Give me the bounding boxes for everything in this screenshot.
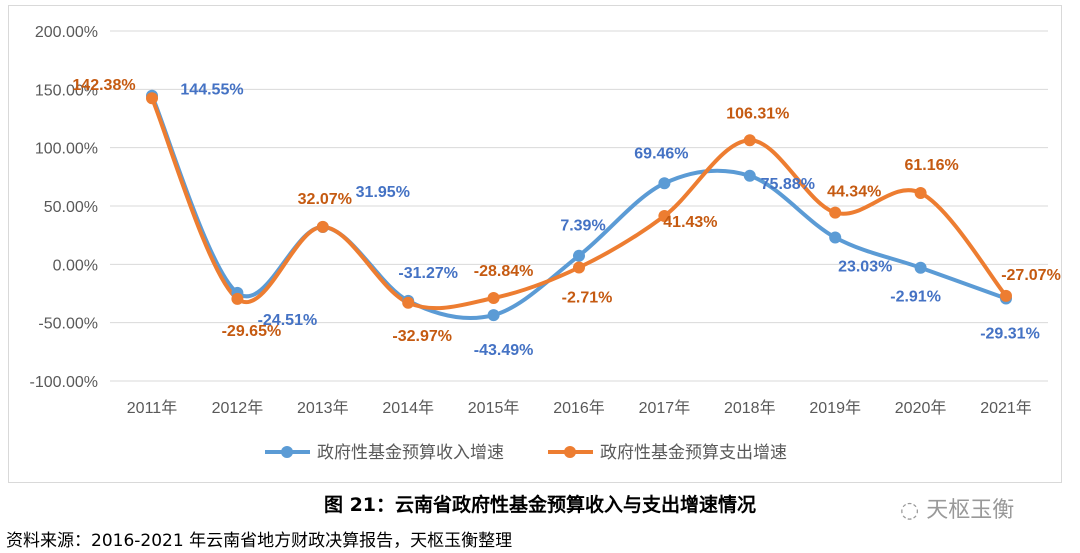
data-label: -29.65% xyxy=(222,323,282,340)
data-label: 44.34% xyxy=(827,184,881,201)
data-point xyxy=(573,261,585,274)
y-tick-label: 150.00% xyxy=(35,82,98,99)
chart-frame xyxy=(8,5,1062,483)
x-tick-label: 2012年 xyxy=(212,399,264,417)
data-label: 61.16% xyxy=(904,157,958,174)
data-point xyxy=(487,291,500,304)
data-point xyxy=(1000,289,1012,302)
x-tick-label: 2018年 xyxy=(724,399,776,417)
data-point xyxy=(743,134,756,147)
data-label: 144.55% xyxy=(180,82,243,99)
x-tick-label: 2019年 xyxy=(809,399,861,417)
legend-label: 政府性基金预算支出增速 xyxy=(600,443,787,462)
data-label: -27.07% xyxy=(1001,267,1061,284)
data-point xyxy=(231,292,244,305)
y-tick-label: 200.00% xyxy=(35,24,98,41)
data-label: -24.51% xyxy=(258,312,318,329)
y-tick-label: -50.00% xyxy=(38,316,98,333)
x-tick-label: 2013年 xyxy=(297,399,349,417)
chart-caption: 图 21：云南省政府性基金预算收入与支出增速情况 xyxy=(323,494,757,516)
wechat-icon: ◌ xyxy=(900,498,927,523)
x-tick-label: 2021年 xyxy=(980,399,1032,417)
data-label: 106.31% xyxy=(726,105,789,122)
data-label: 142.38% xyxy=(72,77,135,94)
data-label: 69.46% xyxy=(634,145,688,162)
x-tick-label: 2011年 xyxy=(127,399,177,417)
data-label: 23.03% xyxy=(838,258,892,275)
legend-marker xyxy=(281,446,293,458)
data-point xyxy=(658,209,671,222)
line-chart: 200.00% 150.00% 100.00% 50.00% 0.00% -50.00% -… xyxy=(30,24,1061,462)
y-tick-label: 100.00% xyxy=(35,141,98,158)
data-label: -2.91% xyxy=(890,289,941,306)
series-line-revenue xyxy=(150,93,1008,321)
legend-marker xyxy=(564,446,576,458)
data-label: -28.84% xyxy=(474,263,534,280)
series-line-expenditure xyxy=(150,96,1008,311)
x-tick-label: 2016年 xyxy=(553,399,605,417)
watermark-logo: ◌ 天枢玉衡 xyxy=(900,498,1015,523)
y-tick-label: 50.00% xyxy=(44,199,98,216)
data-label: -2.71% xyxy=(562,289,613,306)
data-point xyxy=(914,261,927,274)
data-point xyxy=(658,177,671,190)
data-label: -32.97% xyxy=(392,328,452,345)
x-tick-label: 2015年 xyxy=(468,399,520,417)
y-tick-label: 0.00% xyxy=(53,257,98,274)
x-tick-label: 2020年 xyxy=(895,399,947,417)
data-point xyxy=(829,206,842,219)
y-tick-label: -100.00% xyxy=(30,374,99,391)
data-point xyxy=(487,309,500,322)
data-label: -43.49% xyxy=(474,342,534,359)
data-label: 32.07% xyxy=(298,191,352,208)
data-point xyxy=(914,186,927,199)
data-label: 41.43% xyxy=(663,214,717,231)
data-point xyxy=(573,249,585,262)
data-point xyxy=(829,231,842,244)
data-point xyxy=(146,92,158,105)
data-label: -31.27% xyxy=(398,265,458,282)
x-tick-label: 2017年 xyxy=(639,399,691,417)
data-point xyxy=(402,296,415,309)
data-label: 7.39% xyxy=(560,218,605,235)
data-label: -29.31% xyxy=(980,326,1040,343)
data-point xyxy=(316,220,329,233)
x-tick-label: 2014年 xyxy=(382,399,434,417)
legend-label: 政府性基金预算收入增速 xyxy=(317,443,504,462)
data-point xyxy=(743,169,756,182)
data-label: 31.95% xyxy=(356,184,410,201)
data-label: 75.88% xyxy=(761,176,815,193)
source-note: 资料来源：2016-2021 年云南省地方财政决算报告，天枢玉衡整理 xyxy=(6,531,513,551)
